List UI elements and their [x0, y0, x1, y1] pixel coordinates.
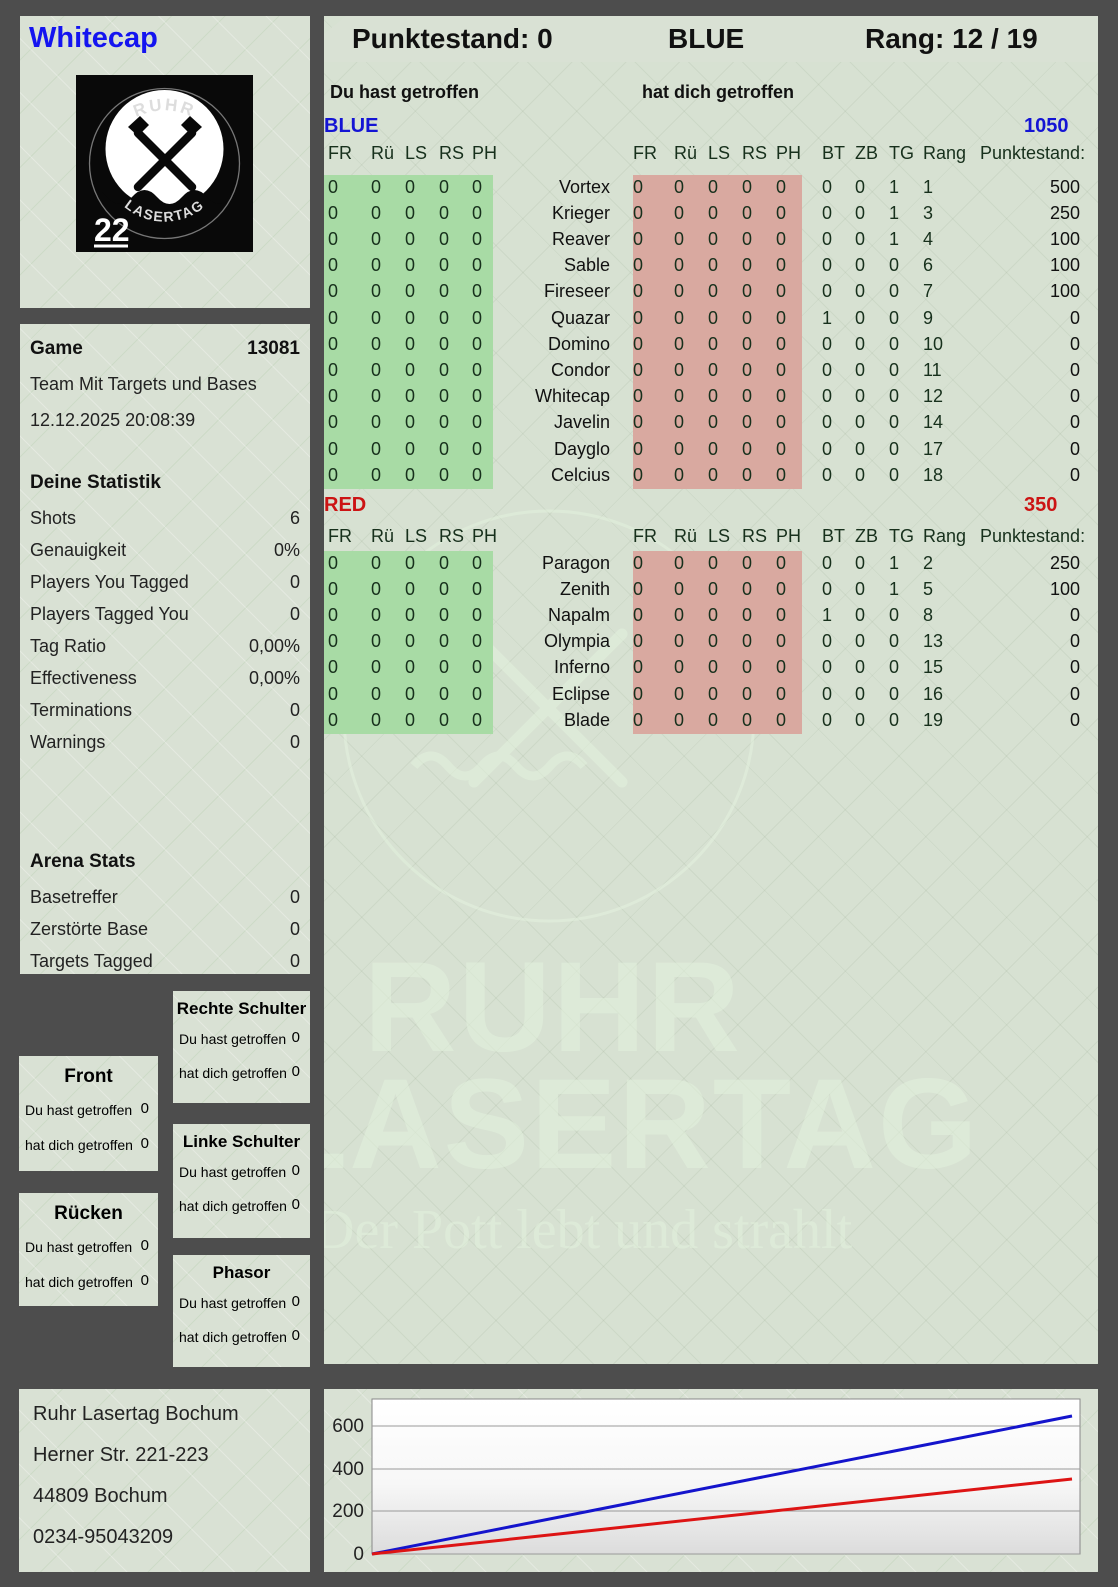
- svg-text:600: 600: [332, 1416, 364, 1437]
- svg-text:200: 200: [332, 1501, 364, 1522]
- svg-text:22: 22: [94, 212, 130, 248]
- svg-text:400: 400: [332, 1459, 364, 1480]
- svg-text:0: 0: [353, 1544, 364, 1565]
